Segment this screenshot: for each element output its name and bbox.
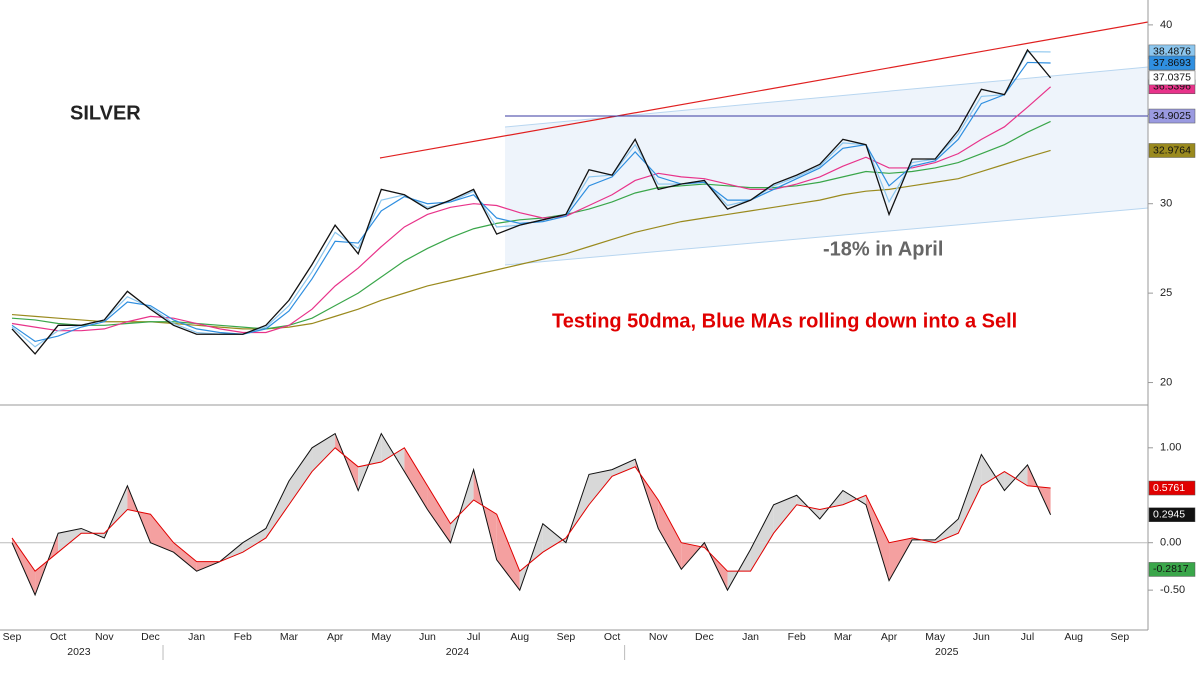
y-tick-label: 25 bbox=[1160, 287, 1172, 299]
spread-fill bbox=[150, 514, 174, 553]
x-tick-label: Feb bbox=[234, 631, 252, 643]
value-tag-bg bbox=[1148, 55, 1196, 71]
value-tag: 0.2945 bbox=[1153, 509, 1185, 521]
year-label: 2023 bbox=[67, 646, 91, 658]
x-tick-label: Jul bbox=[1021, 631, 1034, 643]
spread-fill bbox=[173, 542, 197, 572]
spread-fill bbox=[958, 454, 982, 534]
spread-fill bbox=[935, 518, 959, 543]
value-tag-bg bbox=[1148, 480, 1196, 496]
x-tick-label: Sep bbox=[3, 631, 22, 643]
spread-fill bbox=[842, 490, 866, 505]
x-tick-label: Mar bbox=[280, 631, 299, 643]
x-tick-label: Jun bbox=[419, 631, 436, 643]
x-tick-label: Dec bbox=[141, 631, 160, 643]
value-tag: 0.5761 bbox=[1153, 482, 1185, 494]
spread-fill bbox=[865, 495, 890, 581]
y-tick-label: -0.50 bbox=[1160, 584, 1185, 596]
spread-fill bbox=[265, 481, 289, 538]
spread-fill bbox=[589, 469, 613, 505]
spread-fill bbox=[981, 454, 1005, 491]
spread-fill bbox=[312, 433, 336, 472]
spread-fill bbox=[427, 485, 451, 543]
x-tick-label: Aug bbox=[510, 631, 529, 643]
channel-lower bbox=[504, 207, 1149, 266]
spread-fill bbox=[750, 504, 774, 572]
y-tick-label: 20 bbox=[1160, 376, 1172, 388]
x-tick-label: May bbox=[371, 631, 392, 643]
value-tag: 37.8693 bbox=[1153, 57, 1191, 69]
spread-fill bbox=[404, 447, 428, 510]
year-label: 2025 bbox=[935, 646, 959, 658]
annotation: -18% in April bbox=[823, 238, 943, 260]
x-tick-label: Nov bbox=[95, 631, 114, 643]
spread-fill bbox=[58, 528, 82, 553]
value-tag-bg bbox=[1148, 507, 1196, 523]
x-tick-label: Jan bbox=[742, 631, 759, 643]
x-tick-label: Jul bbox=[467, 631, 480, 643]
value-tag: 37.0375 bbox=[1153, 72, 1191, 84]
chart-title: SILVER bbox=[70, 102, 141, 124]
value-tag-bg bbox=[1148, 143, 1196, 158]
value-tag-bg bbox=[1148, 70, 1196, 86]
value-tag-bg bbox=[1148, 108, 1196, 124]
y-tick-label: 40 bbox=[1160, 19, 1172, 31]
x-tick-label: Sep bbox=[557, 631, 576, 643]
x-tick-label: Sep bbox=[1110, 631, 1129, 643]
spread-fill bbox=[612, 459, 636, 477]
x-tick-label: Feb bbox=[788, 631, 806, 643]
x-tick-label: Jan bbox=[188, 631, 205, 643]
x-tick-label: May bbox=[925, 631, 946, 643]
x-tick-label: Apr bbox=[881, 631, 898, 643]
value-tag: -0.2817 bbox=[1153, 563, 1189, 575]
x-tick-label: Nov bbox=[649, 631, 668, 643]
x-tick-label: Apr bbox=[327, 631, 344, 643]
spread-fill bbox=[658, 499, 682, 570]
x-tick-label: Jun bbox=[973, 631, 990, 643]
y-tick-label: 30 bbox=[1160, 198, 1172, 210]
trend-line bbox=[379, 21, 1149, 159]
x-tick-label: Oct bbox=[50, 631, 66, 643]
oscillator-line bbox=[11, 447, 1051, 572]
value-tag-bg bbox=[1148, 562, 1196, 577]
value-tag: 34.9025 bbox=[1153, 110, 1191, 122]
series-line bbox=[11, 86, 1051, 334]
value-tag: 32.9764 bbox=[1153, 144, 1191, 156]
x-tick-label: Aug bbox=[1064, 631, 1083, 643]
spread-fill bbox=[773, 495, 797, 534]
x-tick-label: Dec bbox=[695, 631, 714, 643]
spread-fill bbox=[288, 447, 313, 505]
oscillator-line bbox=[11, 432, 1052, 597]
y-tick-label: 1.00 bbox=[1160, 442, 1181, 454]
annotation: Testing 50dma, Blue MAs rolling down int… bbox=[552, 310, 1017, 332]
y-tick-label: 0.00 bbox=[1160, 537, 1181, 549]
value-tag: 38.4876 bbox=[1153, 46, 1191, 58]
spread-fill bbox=[496, 514, 520, 591]
series-line bbox=[11, 48, 1052, 355]
spread-fill bbox=[542, 523, 566, 553]
x-tick-label: Mar bbox=[834, 631, 853, 643]
spread-fill bbox=[242, 528, 266, 553]
x-tick-label: Oct bbox=[604, 631, 620, 643]
year-label: 2024 bbox=[446, 646, 470, 658]
